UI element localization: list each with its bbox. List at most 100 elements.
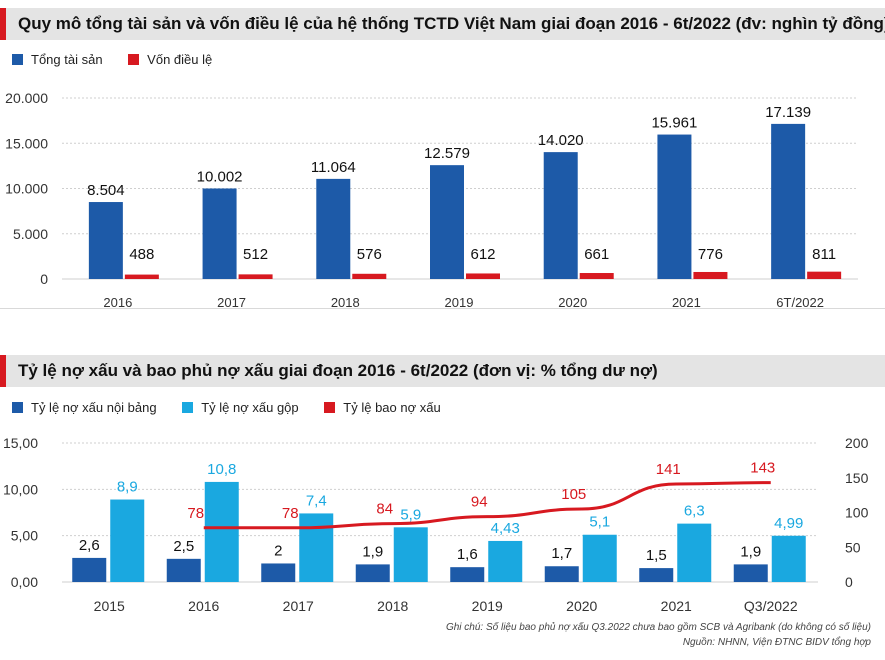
bar-no-xau-gop: [488, 540, 523, 582]
data-label: 4,43: [491, 520, 520, 537]
line-bao-no-xau: [203, 481, 771, 530]
data-label-bao-no-xau: 143: [750, 460, 775, 477]
bar-tong-tai-san: [657, 134, 692, 279]
bar-tong-tai-san: [316, 178, 351, 279]
bar-von-dieu-le: [466, 273, 500, 279]
x-tick-label: 2015: [94, 598, 125, 614]
y-tick-label: 0: [40, 271, 48, 287]
data-label: 7,4: [306, 492, 327, 509]
chart1-legend: Tổng tài sản Vốn điều lệ: [12, 52, 234, 67]
x-tick-label: 2019: [472, 598, 503, 614]
chart1-title: Quy mô tổng tài sản và vốn điều lệ của h…: [18, 14, 885, 33]
data-label: 8,9: [117, 479, 138, 496]
legend-item-tong-tai-san: Tổng tài sản: [12, 52, 103, 67]
legend-item-von-dieu-le: Vốn điều lệ: [128, 52, 212, 67]
legend-label: Tỷ lệ nợ xấu gộp: [201, 400, 299, 415]
bar-von-dieu-le: [807, 271, 842, 279]
y-tick-label: 0,00: [11, 574, 38, 590]
x-tick-label: 2018: [331, 295, 360, 310]
chart2-title: Tỷ lệ nợ xấu và bao phủ nợ xấu giai đoạn…: [18, 361, 658, 380]
y2-tick-label: 0: [845, 574, 853, 590]
legend-item-no-xau-gop: Tỷ lệ nợ xấu gộp: [182, 400, 299, 415]
title-accent: [0, 8, 6, 40]
x-tick-label: 2018: [377, 598, 408, 614]
bar-tong-tai-san: [202, 188, 237, 279]
x-tick-label: 2021: [661, 598, 692, 614]
bar-no-xau-gop: [204, 481, 239, 582]
data-label: 811: [812, 246, 836, 263]
bar-von-dieu-le: [238, 274, 273, 279]
bar-no-xau-gop: [299, 513, 334, 582]
bar-tong-tai-san: [430, 165, 464, 279]
y-tick-label: 15.000: [5, 135, 48, 151]
x-tick-label: 2020: [566, 598, 597, 614]
chart2-legend: Tỷ lệ nợ xấu nội bảng Tỷ lệ nợ xấu gộp T…: [12, 400, 463, 415]
legend-swatch: [128, 54, 140, 65]
legend-item-no-xau-noi-bang: Tỷ lệ nợ xấu nội bảng: [12, 400, 157, 415]
y2-tick-label: 50: [845, 539, 861, 555]
data-label: 1,5: [646, 547, 667, 564]
data-label: 17.139: [765, 104, 811, 121]
data-label: 612: [470, 246, 495, 263]
data-label: 6,3: [684, 503, 705, 520]
y2-tick-label: 100: [845, 505, 869, 521]
bar-no-xau-gop: [393, 527, 428, 582]
data-label: 512: [243, 246, 268, 263]
bar-von-dieu-le: [352, 273, 387, 279]
data-label: 11.064: [311, 159, 356, 176]
x-tick-label: Q3/2022: [744, 598, 798, 614]
chart2-plot: 0,00 5,00 10,00 15,00 0 50 100 150 200 2,6 8,9 2015…: [3, 435, 869, 614]
data-label: 1,6: [457, 546, 478, 563]
x-tick-label: 2021: [672, 295, 701, 310]
bar-tong-tai-san: [771, 123, 806, 279]
bar-no-xau-noi-bang: [450, 567, 485, 582]
y-tick-label: 5.000: [13, 226, 48, 242]
bar-von-dieu-le: [579, 273, 614, 279]
data-label: 2: [274, 542, 282, 559]
data-label-bao-no-xau: 78: [282, 505, 299, 522]
data-label: 2,5: [173, 538, 194, 555]
data-label: 1,9: [362, 543, 383, 560]
y-tick-label: 5,00: [11, 528, 38, 544]
legend-label: Tổng tài sản: [31, 52, 103, 67]
bar-no-xau-gop: [771, 535, 806, 582]
section-divider: [0, 308, 885, 309]
chart1-plot: 0 5.000 10.000 15.000 20.000 8.504 488 2016 10.0…: [5, 90, 858, 310]
legend-label: Tỷ lệ nợ xấu nội bảng: [31, 400, 157, 415]
legend-label: Vốn điều lệ: [147, 52, 213, 67]
x-tick-label: 6T/2022: [776, 295, 824, 310]
data-label: 576: [357, 246, 382, 263]
legend-swatch: [182, 402, 194, 413]
data-label: 12.579: [424, 145, 470, 162]
data-label: 5,9: [400, 506, 421, 523]
data-label: 488: [129, 246, 154, 263]
y-tick-label: 10,00: [3, 481, 38, 497]
data-label: 1,7: [551, 545, 572, 562]
y2-tick-label: 150: [845, 470, 869, 486]
x-tick-label: 2017: [217, 295, 246, 310]
data-label: 15.961: [651, 115, 697, 132]
bar-no-xau-noi-bang: [166, 558, 201, 582]
data-label-bao-no-xau: 78: [187, 505, 204, 522]
legend-swatch: [12, 54, 23, 65]
data-label-bao-no-xau: 105: [561, 486, 586, 503]
data-label: 1,9: [740, 543, 761, 560]
source-note: Nguồn: NHNN, Viện ĐTNC BIDV tổng hợp: [682, 637, 871, 648]
footnote: Ghi chú: Số liệu bao phủ nợ xấu Q3.2022 …: [445, 622, 871, 633]
data-label: 14.020: [538, 132, 584, 149]
bar-no-xau-noi-bang: [72, 557, 107, 582]
data-label: 10.002: [197, 168, 243, 185]
data-label: 2,6: [79, 537, 100, 554]
bar-no-xau-gop: [582, 534, 617, 582]
bar-tong-tai-san: [88, 202, 123, 279]
data-label: 5,1: [589, 514, 610, 531]
x-tick-label: 2016: [103, 295, 132, 310]
data-label: 661: [584, 246, 609, 263]
bar-no-xau-gop: [677, 523, 712, 582]
bar-tong-tai-san: [543, 152, 578, 279]
bar-no-xau-noi-bang: [261, 563, 296, 582]
legend-swatch: [324, 402, 336, 413]
data-label-bao-no-xau: 141: [656, 461, 681, 478]
data-label: 8.504: [87, 182, 125, 199]
bar-no-xau-noi-bang: [355, 564, 390, 582]
